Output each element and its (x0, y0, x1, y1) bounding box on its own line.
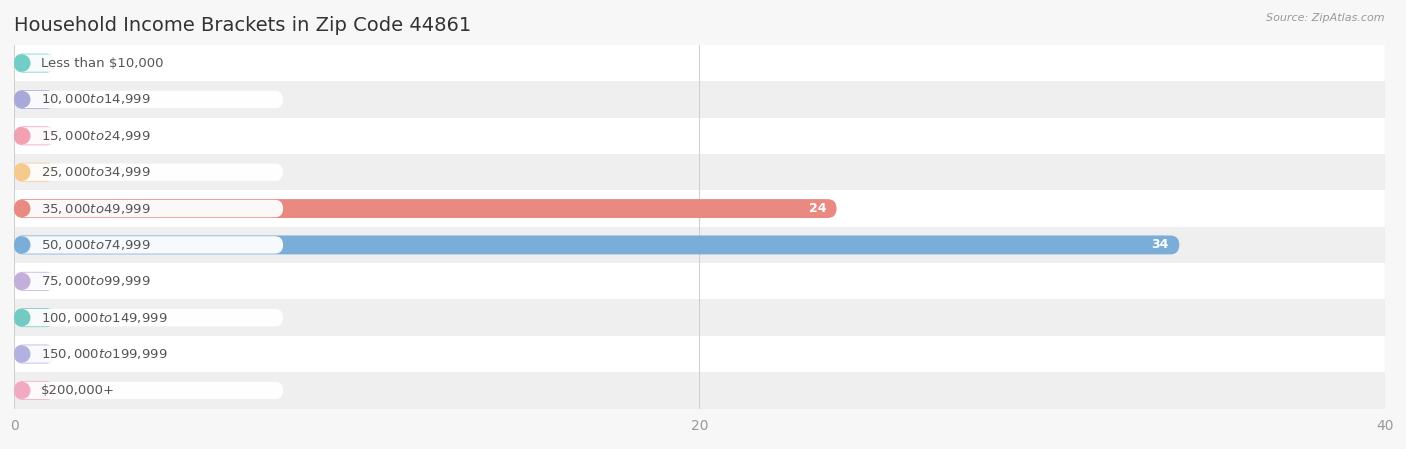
Circle shape (15, 346, 30, 362)
FancyBboxPatch shape (14, 163, 55, 182)
FancyBboxPatch shape (14, 53, 55, 73)
Text: $50,000 to $74,999: $50,000 to $74,999 (41, 238, 150, 252)
Text: Source: ZipAtlas.com: Source: ZipAtlas.com (1267, 13, 1385, 23)
Text: 0: 0 (72, 166, 80, 179)
Bar (14, 372, 1385, 409)
Bar (14, 336, 1385, 372)
FancyBboxPatch shape (14, 272, 55, 291)
Text: $25,000 to $34,999: $25,000 to $34,999 (41, 165, 150, 179)
FancyBboxPatch shape (15, 91, 283, 108)
FancyBboxPatch shape (14, 199, 837, 218)
Circle shape (15, 55, 30, 71)
FancyBboxPatch shape (14, 381, 55, 400)
Text: Household Income Brackets in Zip Code 44861: Household Income Brackets in Zip Code 44… (14, 16, 471, 35)
Text: $15,000 to $24,999: $15,000 to $24,999 (41, 129, 150, 143)
Bar (14, 118, 1385, 154)
Text: 24: 24 (808, 202, 827, 215)
Bar (14, 263, 1385, 299)
FancyBboxPatch shape (14, 344, 55, 364)
Text: 0: 0 (72, 57, 80, 70)
FancyBboxPatch shape (15, 345, 283, 363)
FancyBboxPatch shape (14, 235, 1180, 255)
Bar (14, 227, 1385, 263)
Text: $35,000 to $49,999: $35,000 to $49,999 (41, 202, 150, 216)
FancyBboxPatch shape (14, 126, 55, 145)
Bar (14, 45, 1385, 81)
Circle shape (15, 273, 30, 289)
Circle shape (15, 310, 30, 326)
Text: $150,000 to $199,999: $150,000 to $199,999 (41, 347, 167, 361)
Circle shape (15, 237, 30, 253)
Text: 0: 0 (72, 129, 80, 142)
Text: Less than $10,000: Less than $10,000 (41, 57, 163, 70)
FancyBboxPatch shape (14, 308, 55, 327)
FancyBboxPatch shape (14, 90, 55, 109)
Circle shape (15, 128, 30, 144)
Circle shape (15, 383, 30, 398)
Text: 34: 34 (1152, 238, 1168, 251)
FancyBboxPatch shape (15, 200, 283, 217)
Circle shape (15, 164, 30, 180)
Text: 0: 0 (72, 348, 80, 361)
Text: $10,000 to $14,999: $10,000 to $14,999 (41, 92, 150, 106)
Text: $100,000 to $149,999: $100,000 to $149,999 (41, 311, 167, 325)
Bar (14, 190, 1385, 227)
FancyBboxPatch shape (15, 236, 283, 254)
Bar (14, 299, 1385, 336)
FancyBboxPatch shape (15, 309, 283, 326)
FancyBboxPatch shape (15, 127, 283, 145)
Bar (14, 81, 1385, 118)
Text: $75,000 to $99,999: $75,000 to $99,999 (41, 274, 150, 288)
Text: 0: 0 (72, 311, 80, 324)
FancyBboxPatch shape (15, 382, 283, 399)
FancyBboxPatch shape (15, 273, 283, 290)
FancyBboxPatch shape (15, 163, 283, 181)
Text: 0: 0 (72, 384, 80, 397)
FancyBboxPatch shape (15, 54, 283, 72)
Text: 0: 0 (72, 93, 80, 106)
Text: $200,000+: $200,000+ (41, 384, 115, 397)
Circle shape (15, 92, 30, 107)
Bar (14, 154, 1385, 190)
Circle shape (15, 201, 30, 216)
Text: 0: 0 (72, 275, 80, 288)
